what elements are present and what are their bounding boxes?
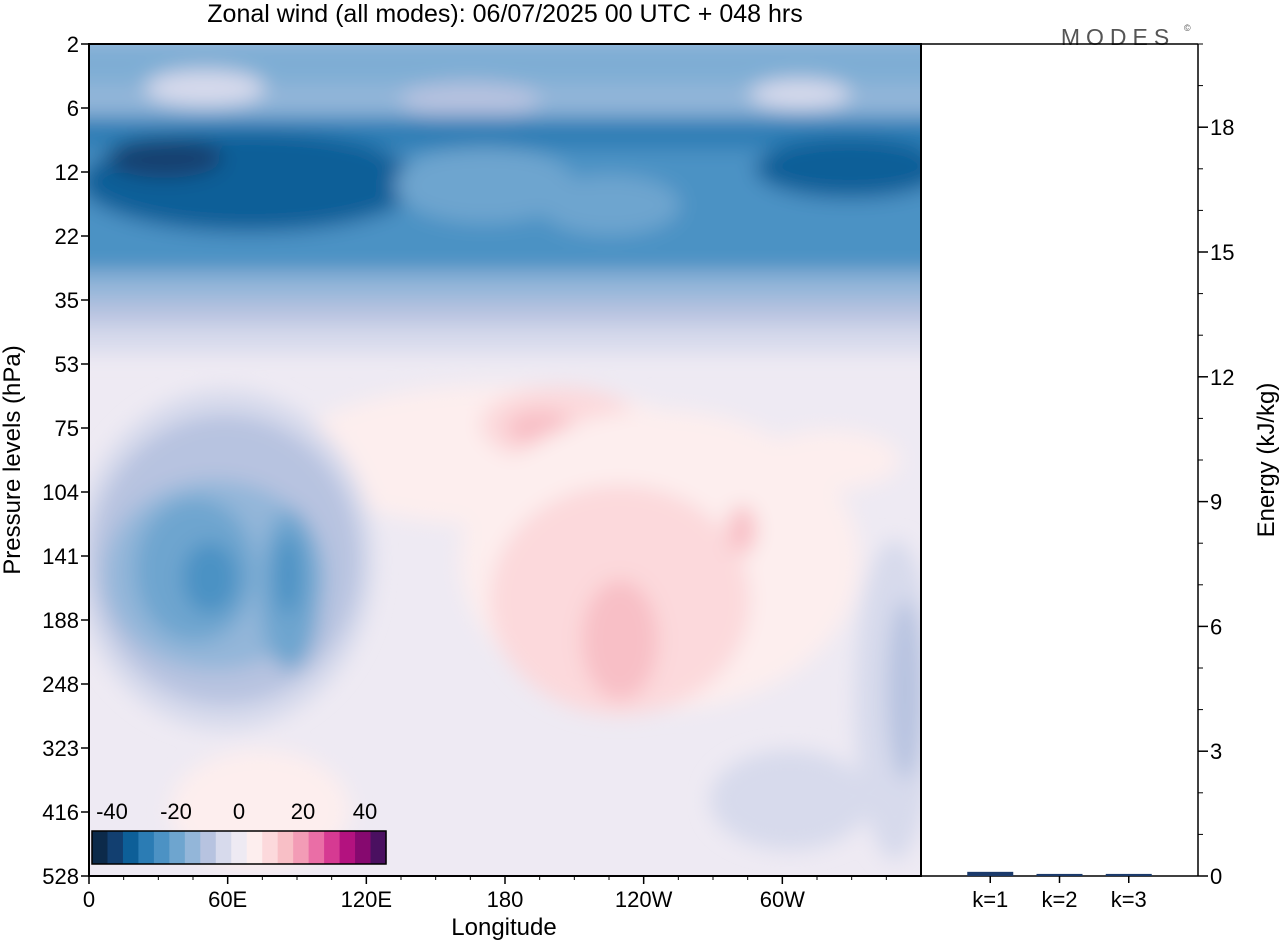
y-tick-label: 104	[42, 480, 79, 505]
energy-categories: k=1 k=2 k=3	[972, 876, 1147, 912]
energy-category-label: k=1	[972, 887, 1008, 912]
y-axis-label: Pressure levels (hPa)	[0, 345, 26, 574]
colorbar-label: 0	[233, 799, 245, 824]
colorbar-swatch	[277, 831, 294, 864]
colorbar-label: 40	[353, 799, 377, 824]
y-tick-label: 416	[42, 800, 79, 825]
colorbar-swatch	[231, 831, 248, 864]
x-axis-ticks: 0 60E 120E 180 120W 60W	[83, 876, 887, 912]
colorbar-swatches	[92, 831, 387, 864]
x-tick-label: 120W	[615, 887, 673, 912]
modes-logo: MODES ©	[1061, 23, 1191, 50]
colorbar-swatch	[339, 831, 356, 864]
colorbar: -40 -20 0 20 40	[91, 799, 387, 865]
x-tick-label: 120E	[341, 887, 392, 912]
x-tick-label: 0	[83, 887, 95, 912]
x-tick-label: 60W	[760, 887, 805, 912]
y-tick-label: 323	[42, 736, 79, 761]
colorbar-swatch	[107, 831, 124, 864]
colorbar-swatch	[246, 831, 263, 864]
energy-axis-label: Energy (kJ/kg)	[1253, 383, 1280, 538]
y-tick-label: 75	[55, 416, 79, 441]
colorbar-label: 20	[291, 799, 315, 824]
colorbar-swatch	[324, 831, 341, 864]
energy-category-label: k=2	[1041, 887, 1077, 912]
energy-tick-label: 9	[1210, 490, 1222, 515]
colorbar-swatch	[138, 831, 155, 864]
chart-title: Zonal wind (all modes): 06/07/2025 00 UT…	[207, 0, 802, 28]
energy-tick-label: 15	[1210, 240, 1234, 265]
energy-category-label: k=3	[1111, 887, 1147, 912]
logo-text: MODES	[1061, 24, 1175, 50]
colorbar-label: -20	[160, 799, 192, 824]
energy-tick-label: 18	[1210, 115, 1234, 140]
y-tick-label: 2	[67, 32, 79, 57]
energy-tick-label: 0	[1210, 864, 1222, 889]
energy-tick-label: 12	[1210, 365, 1234, 390]
x-axis-label: Longitude	[451, 914, 556, 941]
y-tick-label: 6	[67, 96, 79, 121]
energy-tick-label: 3	[1210, 739, 1222, 764]
colorbar-swatch	[200, 831, 217, 864]
colorbar-swatch	[293, 831, 310, 864]
colorbar-swatch	[122, 831, 140, 864]
colorbar-frame	[91, 830, 387, 865]
colorbar-swatch	[184, 831, 201, 864]
y-tick-label: 53	[55, 352, 79, 377]
heatmap-field	[89, 44, 921, 876]
logo-mark: ©	[1184, 23, 1191, 33]
energy-axis-ticks: 0 3 6 9 12 15 18	[1198, 43, 1234, 889]
colorbar-swatch	[169, 831, 186, 864]
x-tick-label: 180	[487, 887, 524, 912]
energy-tick-label: 6	[1210, 614, 1222, 639]
colorbar-swatch	[308, 831, 325, 864]
colorbar-swatch	[355, 831, 372, 864]
y-tick-label: 188	[42, 608, 79, 633]
y-tick-label: 141	[42, 544, 79, 569]
energy-bars	[967, 871, 1152, 876]
energy-panel: 0 3 6 9 12 15 18 k=1 k=2 k=3 Energy (kJ/kg)	[921, 43, 1280, 912]
y-tick-label: 22	[55, 224, 79, 249]
colorbar-swatch	[215, 831, 232, 864]
colorbar-swatch	[370, 831, 387, 864]
field-contours	[89, 44, 921, 870]
energy-bar	[1036, 873, 1083, 876]
colorbar-swatch	[92, 831, 109, 864]
y-tick-label: 528	[42, 864, 79, 889]
energy-bar	[1105, 873, 1152, 876]
y-tick-label: 248	[42, 672, 79, 697]
y-tick-label: 35	[55, 288, 79, 313]
colorbar-swatch	[262, 831, 279, 864]
x-tick-label: 60E	[208, 887, 247, 912]
colorbar-swatch	[153, 831, 170, 864]
energy-bar	[967, 871, 1014, 876]
colorbar-label: -40	[96, 799, 128, 824]
y-tick-label: 12	[55, 160, 79, 185]
y-axis-ticks: 2 6 12 22 35 53 75 104 141 188 248 323 416 528	[42, 32, 89, 889]
